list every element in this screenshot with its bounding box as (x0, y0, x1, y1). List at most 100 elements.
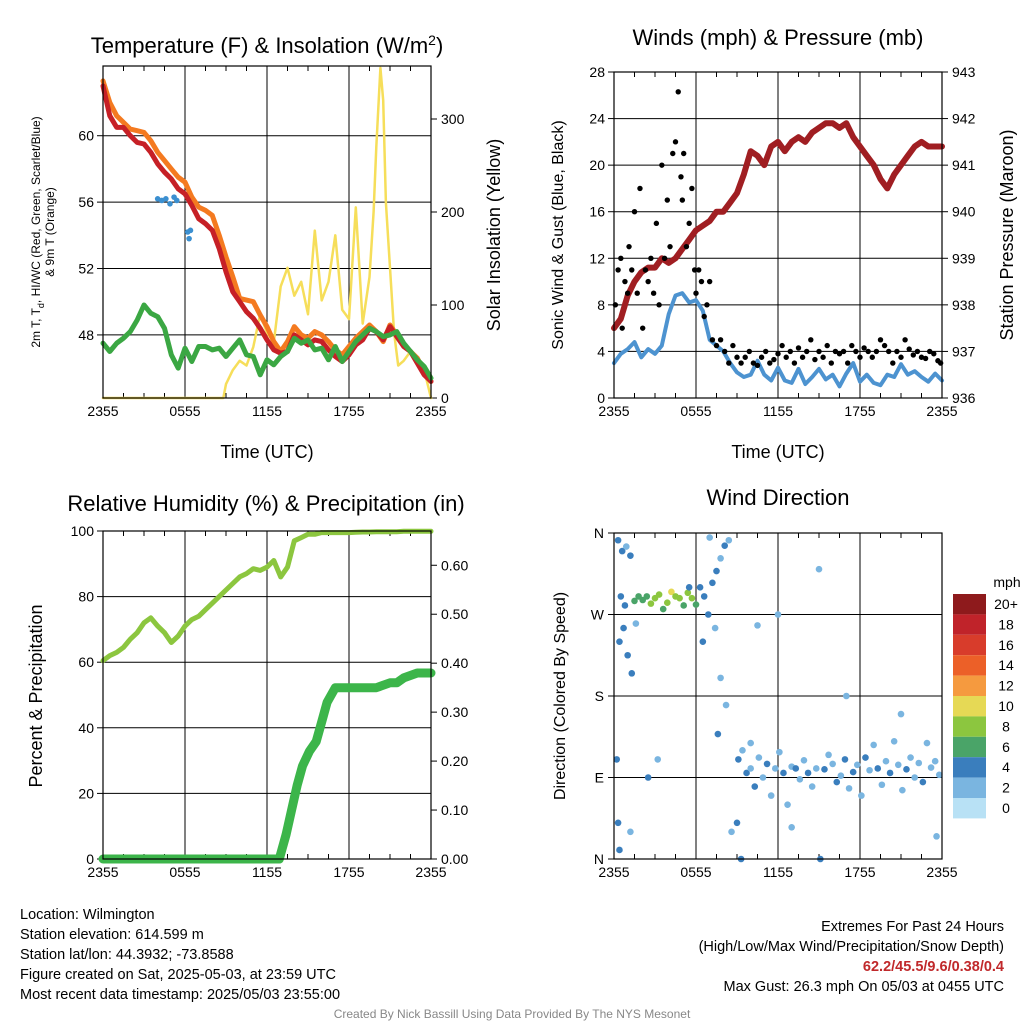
gust-point (767, 360, 773, 366)
y-label-subscript: d (36, 303, 46, 308)
direction-point (631, 597, 638, 605)
y-tick-label: E (595, 770, 604, 786)
direction-point (623, 543, 630, 550)
gust-point (678, 174, 684, 180)
y-axis-label-right: Station Pressure (Maroon) (997, 129, 1017, 340)
gust-point (931, 351, 937, 357)
created-text: Figure created on Sat, 2025-05-03, at 23… (20, 967, 336, 983)
credit-text: Created By Nick Bassill Using Data Provi… (333, 1007, 691, 1021)
direction-point (644, 774, 652, 781)
direction-point (722, 701, 730, 709)
y-tick-label: 28 (589, 64, 605, 80)
gust-point (750, 360, 757, 366)
direction-point (659, 605, 667, 613)
gust-point (738, 360, 744, 366)
gust-point (832, 348, 839, 355)
direction-point (654, 756, 662, 763)
y-tick-label-right: 943 (952, 64, 976, 80)
legend-swatch (953, 757, 986, 778)
windchill-point (163, 196, 169, 202)
dewpoint-line (100, 302, 434, 381)
direction-point (759, 774, 767, 781)
gust-point (615, 267, 621, 273)
y-tick-label-right: 300 (441, 111, 465, 127)
y-tick-label: 4 (597, 343, 605, 359)
y-tick-label-right: 0.50 (441, 606, 468, 622)
legend-swatch (953, 777, 986, 798)
gust-point (804, 348, 810, 355)
gust-point (670, 150, 676, 157)
direction-point (899, 786, 906, 794)
plot-border (613, 532, 943, 860)
legend-label: 18 (998, 616, 1014, 632)
gust-point (629, 267, 635, 273)
gust-point (722, 348, 728, 355)
direction-point (717, 555, 724, 562)
gust-point (824, 342, 830, 349)
direction-point (890, 737, 898, 745)
direction-point (853, 761, 861, 769)
direction-point (620, 624, 627, 632)
gust-point (742, 354, 748, 360)
direction-point (680, 602, 687, 609)
gust-point (713, 342, 720, 349)
direction-point (714, 730, 722, 738)
direction-point (668, 588, 675, 596)
gust-point (653, 220, 660, 227)
y-tick-label: 24 (589, 111, 605, 127)
gust-point (619, 325, 625, 331)
x-tick-label: 2355 (926, 403, 957, 419)
direction-point (754, 622, 761, 629)
direction-point (721, 542, 728, 549)
direction-point (837, 772, 845, 779)
legend-label: 6 (1002, 739, 1010, 755)
gust-point (779, 342, 785, 349)
direction-point (688, 594, 696, 602)
direction-point (911, 774, 918, 781)
x-tick-label: 2355 (598, 403, 629, 419)
gust-point (746, 348, 752, 355)
x-tick-label: 1155 (763, 864, 793, 880)
y-tick-label-right: 200 (441, 204, 465, 220)
gust-point (775, 351, 781, 357)
legend-label: 0 (1002, 800, 1010, 816)
y-tick-label: W (591, 607, 605, 623)
x-tick-label: 2355 (415, 403, 446, 419)
direction-point (755, 754, 763, 761)
gust-point (631, 209, 638, 215)
gust-point (686, 220, 692, 227)
direction-point (733, 819, 741, 827)
gust-point (910, 352, 916, 358)
gust-point (877, 337, 884, 343)
plot-border (613, 71, 943, 399)
direction-point (632, 620, 640, 627)
y-tick-label-right: 941 (952, 157, 976, 173)
x-tick-label: 1155 (252, 864, 282, 880)
direction-point (784, 801, 791, 808)
recent-data-text: Most recent data timestamp: 2025/05/03 2… (20, 987, 341, 1003)
station-info: Location: Wilmington Station elevation: … (20, 905, 340, 1005)
direction-point (829, 760, 836, 768)
extremes-heading: Extremes For Past 24 Hours (821, 919, 1004, 935)
direction-point (862, 754, 869, 761)
x-tick-label: 1755 (844, 864, 875, 880)
latlon-text: Station lat/lon: 44.3932; -73.8588 (20, 947, 234, 963)
y-label-part: 2m T, T (29, 307, 43, 347)
gust-point (849, 342, 855, 349)
sonic-wind-line (612, 291, 944, 389)
y-tick-label: 40 (78, 720, 94, 736)
gust-point (704, 302, 710, 308)
y-tick-label-right: 940 (952, 204, 976, 220)
precip-line (98, 668, 436, 864)
direction-point (717, 674, 724, 682)
direction-point (624, 651, 631, 659)
direction-point (812, 765, 820, 772)
direction-point (618, 547, 626, 555)
direction-point (743, 769, 750, 777)
direction-point (845, 785, 853, 792)
gust-point (624, 290, 631, 296)
direction-point (616, 638, 623, 645)
gust-point (758, 354, 765, 360)
gust-point (918, 354, 925, 360)
direction-point (664, 599, 671, 607)
